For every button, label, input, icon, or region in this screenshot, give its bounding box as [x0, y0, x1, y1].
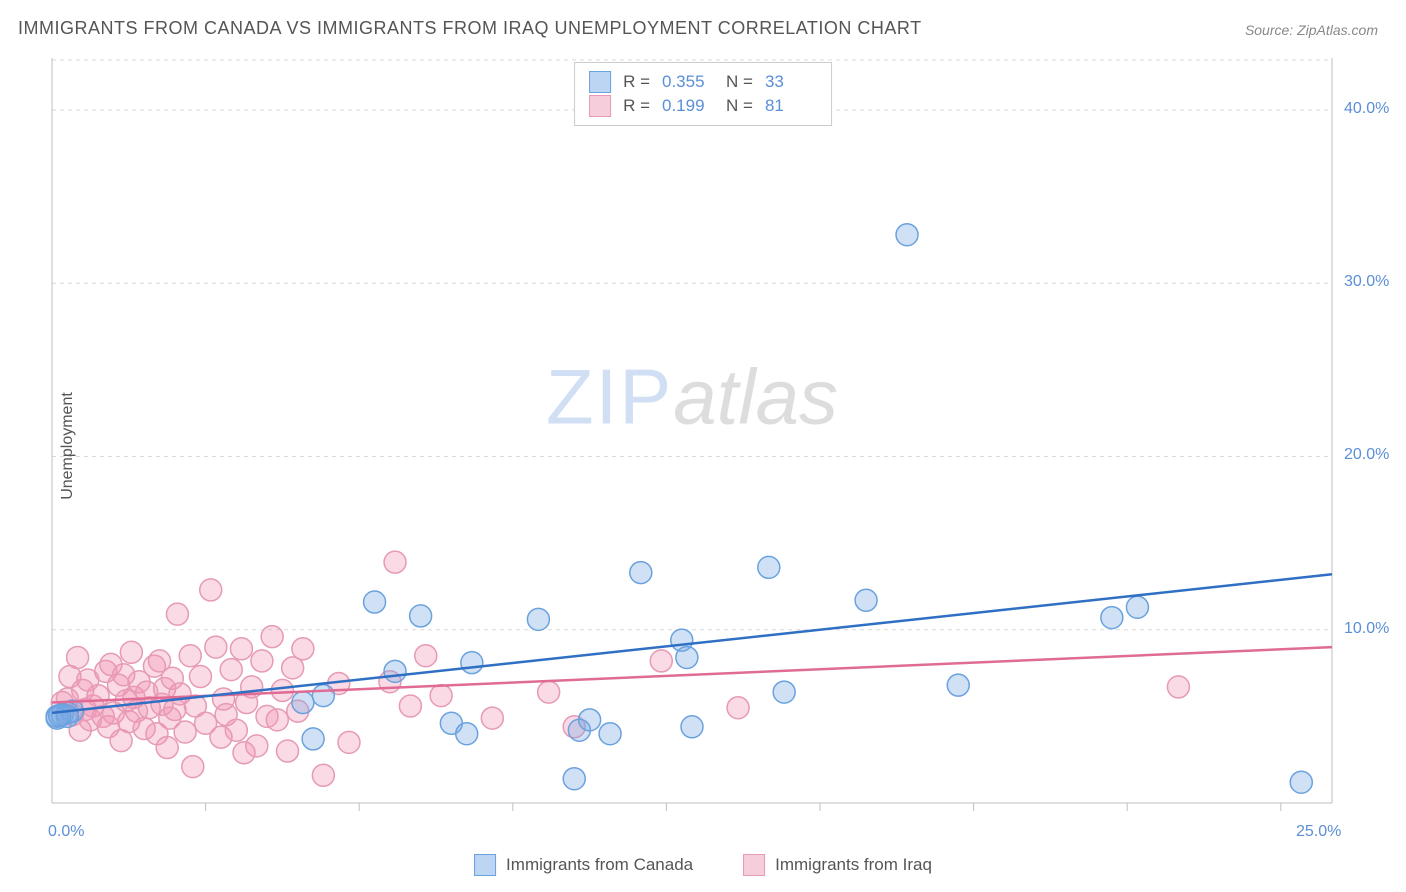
stat-r-value-b: 0.199	[662, 96, 714, 116]
legend-item-b: Immigrants from Iraq	[743, 854, 932, 876]
stat-n-value-a: 33	[765, 72, 817, 92]
stat-r-label-a: R =	[623, 72, 650, 92]
stats-row-a: R = 0.355 N = 33	[589, 71, 817, 93]
y-tick-label: 10.0%	[1344, 620, 1389, 638]
scatter-plot: ZIPatlas 10.0%20.0%30.0%40.0%0.0%25.0%	[52, 58, 1332, 828]
stat-n-label-b: N =	[726, 96, 753, 116]
stat-n-value-b: 81	[765, 96, 817, 116]
x-tick-label: 25.0%	[1296, 823, 1341, 841]
legend-item-a: Immigrants from Canada	[474, 854, 693, 876]
y-tick-label: 40.0%	[1344, 100, 1389, 118]
stat-r-label-b: R =	[623, 96, 650, 116]
swatch-b-icon	[589, 95, 611, 117]
chart-title: IMMIGRANTS FROM CANADA VS IMMIGRANTS FRO…	[18, 18, 922, 39]
swatch-b-icon	[743, 854, 765, 876]
swatch-a-icon	[589, 71, 611, 93]
correlation-stats-box: R = 0.355 N = 33 R = 0.199 N = 81	[574, 62, 832, 126]
legend-label-a: Immigrants from Canada	[506, 855, 693, 875]
y-tick-label: 30.0%	[1344, 273, 1389, 291]
y-tick-label: 20.0%	[1344, 446, 1389, 464]
chart-svg	[52, 58, 1332, 828]
stats-row-b: R = 0.199 N = 81	[589, 95, 817, 117]
stat-n-label-a: N =	[726, 72, 753, 92]
swatch-a-icon	[474, 854, 496, 876]
source-attribution: Source: ZipAtlas.com	[1245, 22, 1378, 38]
stat-r-value-a: 0.355	[662, 72, 714, 92]
legend-bottom: Immigrants from Canada Immigrants from I…	[474, 854, 932, 876]
legend-label-b: Immigrants from Iraq	[775, 855, 932, 875]
x-tick-label: 0.0%	[48, 823, 84, 841]
